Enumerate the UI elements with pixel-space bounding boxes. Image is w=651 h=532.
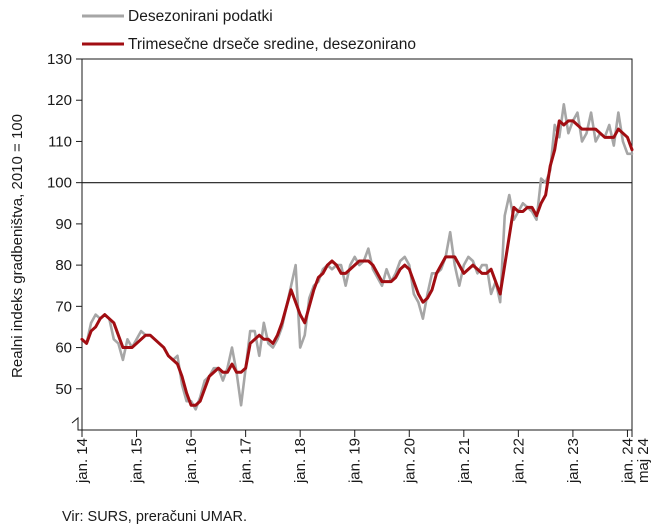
y-axis-title: Realni indeks gradbeništva, 2010 = 100: [9, 114, 26, 378]
y-tick-label: 120: [47, 92, 72, 109]
x-tick-label: jan. 17: [238, 438, 255, 484]
x-tick-label: jan. 18: [292, 438, 309, 484]
legend-label-seasonally-adjusted: Desezonirani podatki: [128, 8, 273, 25]
y-tick-label: 60: [55, 340, 72, 357]
y-axis: 50 60 70 80 90 100 110 120 130: [47, 51, 82, 398]
series-line-seasonally-adjusted: [80, 103, 634, 411]
y-tick-label: 110: [48, 133, 72, 150]
x-tick-label-last: maj 24: [635, 438, 651, 483]
x-axis: jan. 14 jan. 15 jan. 16 jan. 17 jan. 18 jan. …: [74, 430, 651, 484]
x-tick-label: jan. 24: [619, 438, 636, 484]
axis-break-mark: [71, 416, 83, 431]
y-tick-label: 50: [55, 381, 72, 398]
y-tick-label: 90: [55, 216, 72, 233]
y-tick-label: 70: [55, 298, 72, 315]
y-tick-label: 100: [47, 175, 72, 192]
series-layer: [80, 103, 634, 411]
plot-frame: [81, 58, 633, 431]
y-tick-label: 130: [47, 51, 72, 68]
x-tick-label: jan. 22: [510, 438, 527, 484]
legend-label-moving-average: Trimesečne drseče sredine, desezonirano: [128, 36, 416, 53]
x-tick-label: jan. 20: [401, 438, 418, 484]
x-tick-label: jan. 16: [183, 438, 200, 484]
x-tick-label: jan. 23: [565, 438, 582, 484]
series-line-moving-average: [80, 119, 634, 407]
legend: Desezonirani podatki Trimesečne drseče s…: [82, 8, 416, 53]
source-note: Vir: SURS, preračuni UMAR.: [62, 509, 248, 525]
x-tick-label: jan. 21: [456, 438, 473, 484]
y-tick-label: 80: [55, 257, 72, 274]
x-tick-label: jan. 15: [129, 438, 146, 484]
x-tick-label: jan. 14: [74, 438, 91, 484]
x-tick-label: jan. 19: [347, 438, 364, 484]
